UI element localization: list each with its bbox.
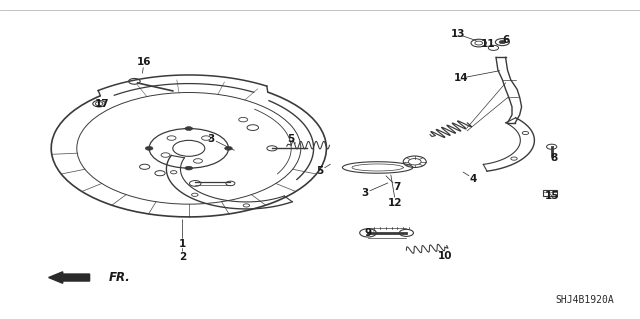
Text: 11: 11 [481, 39, 495, 49]
Text: 17: 17 [95, 99, 109, 109]
Bar [543, 190, 557, 196]
FancyArrow shape [49, 272, 90, 283]
Text: 3: 3 [361, 188, 369, 198]
Text: FR.: FR. [109, 271, 131, 284]
Text: 14: 14 [454, 73, 468, 83]
Text: 1: 1 [179, 239, 186, 249]
Circle shape [225, 146, 232, 150]
Text: 2: 2 [179, 252, 186, 262]
Circle shape [185, 127, 193, 130]
Circle shape [499, 41, 506, 44]
Text: 10: 10 [438, 251, 452, 261]
Text: SHJ4B1920A: SHJ4B1920A [556, 295, 614, 305]
Text: 4: 4 [470, 174, 477, 184]
Text: 8: 8 [550, 153, 557, 163]
Text: 13: 13 [451, 29, 465, 39]
Text: 5: 5 [287, 134, 295, 144]
Text: 3: 3 [207, 134, 215, 144]
Text: 12: 12 [388, 197, 403, 208]
Text: 15: 15 [545, 191, 559, 201]
Circle shape [185, 166, 193, 170]
Text: 7: 7 [393, 182, 401, 192]
Circle shape [145, 146, 153, 150]
Text: 16: 16 [137, 57, 151, 67]
Text: 5: 5 [316, 166, 324, 176]
Text: 9: 9 [364, 228, 372, 238]
Text: 6: 6 [502, 35, 509, 45]
